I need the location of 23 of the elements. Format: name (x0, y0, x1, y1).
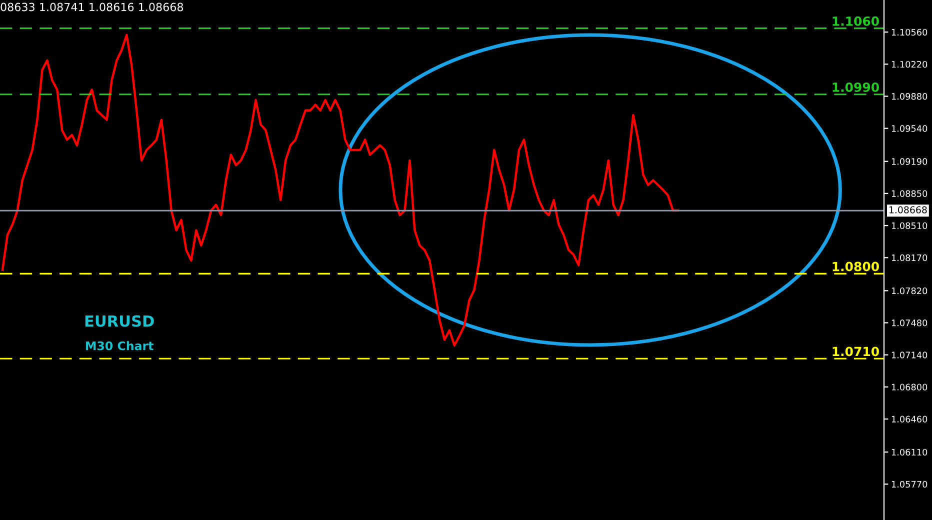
y-tick-label: 1.09190 (892, 158, 928, 165)
y-tick-label: 1.10560 (892, 28, 928, 36)
ref-line-label: 1.0800 (832, 262, 879, 272)
y-tick-label: 1.09540 (892, 125, 928, 132)
y-tick-label: 1.07140 (892, 352, 928, 358)
y-tick-label: 1.08510 (892, 222, 928, 230)
annotation: EURUSD (85, 315, 154, 327)
y-tick-label: 1.07820 (892, 287, 928, 294)
ref-line-label: 1.08668 (889, 206, 927, 214)
ref-line-label: 1.0990 (832, 82, 879, 92)
y-tick-label: 1.08850 (892, 190, 928, 197)
y-tick-label: 1.06110 (892, 448, 928, 456)
y-tick-label: 1.09880 (892, 93, 928, 100)
y-tick-label: 1.08170 (892, 254, 928, 262)
chart-title: 08633 1.08741 1.08616 1.08668 (0, 2, 184, 12)
y-tick-label: 1.06460 (892, 416, 928, 423)
y-tick-label: 1.10220 (892, 60, 928, 68)
ref-line-label: 1.0710 (832, 346, 879, 356)
y-tick-label: 1.07480 (892, 320, 928, 326)
annotation: M30 Chart (86, 341, 154, 350)
ref-line-label: 1.1060 (832, 16, 879, 26)
y-tick-label: 1.05770 (892, 480, 928, 488)
y-tick-label: 1.06800 (892, 384, 928, 390)
